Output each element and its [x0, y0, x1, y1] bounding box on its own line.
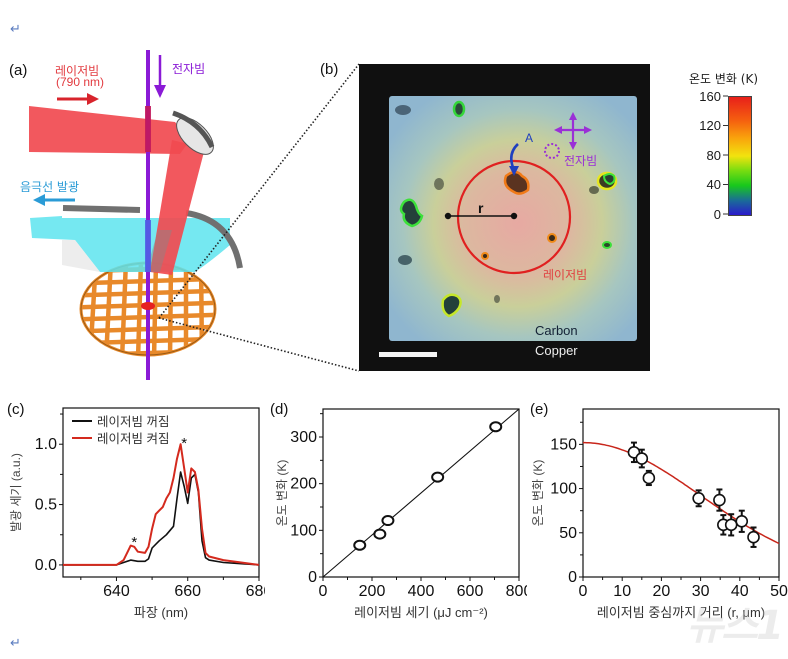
colorbar-tick-120: 120 [699, 118, 721, 133]
y-tick-label: 300 [290, 429, 317, 446]
data-point [713, 493, 726, 507]
series-line-laser-on [63, 443, 260, 566]
x-tick-label: 40 [731, 583, 749, 600]
emission-label: 음극선 발광 [20, 180, 80, 194]
colorbar-tick-160: 160 [699, 89, 721, 104]
data-point [642, 471, 656, 485]
tem-image: A r 전자빔 레이저빔 Carbon Copper [359, 64, 650, 371]
y-tick-label: 100 [550, 481, 577, 498]
y-tick-label: 50 [559, 525, 577, 542]
chart-c-emission-spectrum: 640 660 680 0.0 0.5 1.0 파장 (nm) 발광 세기 (a.u.) 레이저… [9, 407, 265, 620]
y-tick-label: 150 [550, 436, 577, 453]
panel-a-label: (a) [9, 62, 28, 79]
x-tick-label: 30 [692, 583, 710, 600]
plot-frame [62, 407, 260, 578]
series-line-laser-off [63, 471, 260, 566]
data-point [735, 514, 749, 528]
colorbar-title: 온도 변화 (K) [689, 72, 759, 86]
y-tick-label: 0.0 [35, 557, 57, 574]
panel-c-label: (c) [7, 401, 25, 418]
x-axis-label: 레이저빔 세기 (μJ cm⁻²) [354, 605, 488, 620]
colorbar-tick-80: 80 [706, 148, 721, 163]
colorbar-gradient [728, 96, 752, 216]
paragraph-mark-top: ↵ [10, 22, 21, 37]
colorbar-tick-40: 40 [706, 177, 721, 192]
panel-a: (a) [0, 40, 310, 380]
zoom-guide-lines [158, 63, 360, 372]
x-tick-label: 200 [359, 583, 386, 600]
x-tick-label: 600 [457, 583, 484, 600]
laser-wavelength-label: (790 nm) [56, 75, 105, 89]
plot-frame [582, 408, 780, 578]
y-axis-label: 발광 세기 (a.u.) [9, 453, 23, 532]
legend-label: 레이저빔 켜짐 [97, 432, 169, 446]
electron-spot-icon [544, 143, 560, 159]
x-tick-label: 0 [319, 583, 328, 600]
radius-marker [444, 212, 518, 220]
x-axis-label: 레이저빔 중심까지 거리 (r, μm) [597, 605, 765, 620]
fit-line [322, 408, 520, 578]
carbon-label: Carbon [535, 323, 578, 338]
legend-label: 레이저빔 꺼짐 [97, 415, 169, 429]
y-tick-label: 200 [290, 476, 317, 493]
panel-b-label: (b) [320, 61, 339, 78]
x-tick-label: 640 [103, 583, 130, 600]
x-tick-label: 680 [246, 583, 265, 600]
y-tick-label: 0 [308, 569, 317, 586]
x-tick-label: 20 [653, 583, 671, 600]
data-point [692, 492, 705, 505]
parabolic-mirror [62, 205, 141, 213]
emission-arrow-icon [33, 194, 75, 206]
x-tick-label: 50 [770, 583, 788, 600]
data-point [724, 518, 738, 532]
data-point [381, 515, 395, 527]
chart-e-temperature-vs-distance: 0 10 20 30 40 50 0 50 100 150 레이저빔 중심까지 거리 (r, μm)… [531, 408, 788, 620]
colorbar-ticks [723, 95, 728, 215]
laser-beam-label: 레이저빔 [55, 64, 100, 78]
watermark-logo: 뉴스1 [686, 603, 784, 649]
y-tick-label: 100 [290, 522, 317, 539]
data-point [373, 528, 387, 540]
electron-beam-label: 전자빔 [172, 62, 206, 76]
fit-curve [583, 441, 780, 545]
data-point [489, 421, 503, 433]
paragraph-mark-bottom: ↵ [10, 636, 21, 651]
laser-beam-down [150, 140, 205, 275]
colorbar-tick-0: 0 [713, 207, 721, 222]
laser-beam-label-b: 레이저빔 [543, 268, 588, 282]
data-point [635, 452, 649, 465]
x-tick-label: 400 [408, 583, 435, 600]
y-tick-label: 0.5 [35, 497, 57, 514]
panel-e-label: (e) [530, 401, 549, 418]
x-tick-label: 800 [506, 583, 527, 600]
y-axis-label: 온도 변화 (K) [275, 460, 289, 527]
y-tick-label: 1.0 [35, 436, 57, 453]
setup-schematic [29, 50, 243, 380]
copper-label: Copper [535, 343, 578, 358]
x-tick-label: 10 [613, 583, 631, 600]
radius-label: r [478, 200, 484, 216]
laser-mirror [172, 110, 215, 155]
chart-d-temperature-vs-fluence: 0 200 400 600 800 0 100 200 300 레이저빔 세기 (μJ cm⁻²)… [275, 408, 527, 620]
electron-arrow-icon [154, 55, 166, 98]
x-axis-label: 파장 (nm) [134, 605, 188, 620]
data-point [747, 530, 760, 544]
x-tick-label: 0 [579, 583, 588, 600]
laser-spot-circle [456, 159, 572, 275]
data-point [431, 471, 445, 483]
data-point [353, 539, 367, 551]
x-tick-label: 660 [174, 583, 201, 600]
y-axis-label: 온도 변화 (K) [531, 460, 545, 527]
scan-arrows-icon [554, 112, 592, 150]
peak-asterisk: * [181, 435, 187, 452]
marker-a-label: A [525, 131, 534, 145]
electron-beam-label-b: 전자빔 [564, 154, 598, 168]
panel-d-label: (d) [270, 401, 289, 418]
peak-asterisk: * [131, 534, 137, 551]
particles [395, 100, 618, 318]
laser-arrow-icon [57, 93, 99, 105]
scale-bar [379, 352, 437, 357]
y-tick-label: 0 [568, 569, 577, 586]
colorbar: 온도 변화 (K) 160 120 80 40 0 [680, 70, 788, 230]
